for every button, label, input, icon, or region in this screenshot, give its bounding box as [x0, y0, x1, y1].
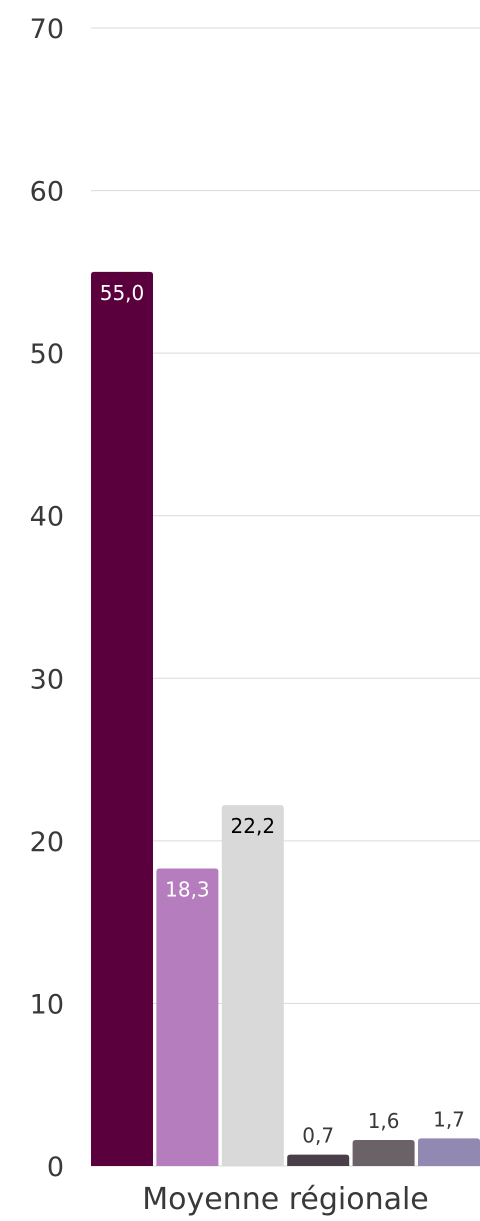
- bar-value-label: 1,7: [433, 1107, 465, 1131]
- gridlines: [91, 27, 480, 1004]
- y-tick-label: 30: [30, 664, 64, 695]
- y-tick-label: 20: [30, 827, 64, 858]
- y-axis: 0 10 20 30 40 50 60 70: [30, 14, 64, 1183]
- y-tick-label: 60: [30, 177, 64, 208]
- y-tick-label: 40: [30, 502, 64, 533]
- bar: [287, 1154, 350, 1166]
- bar-value-label: 0,7: [302, 1124, 334, 1148]
- bar-value-label: 55,0: [100, 281, 145, 305]
- bar: [352, 1139, 415, 1166]
- y-tick-label: 50: [30, 339, 64, 370]
- category-label: Moyenne régionale: [142, 1182, 429, 1217]
- y-tick-label: 10: [30, 989, 64, 1020]
- bars-group: [91, 271, 480, 1166]
- data-labels-group: 55,0 18,3 22,2 0,7 1,6 1,7: [100, 281, 465, 1148]
- bar-value-label: 18,3: [165, 877, 210, 901]
- bar: [91, 271, 153, 1166]
- bar-value-label: 1,6: [368, 1109, 400, 1133]
- bar: [156, 868, 219, 1166]
- y-tick-label: 0: [47, 1152, 64, 1183]
- bar-value-label: 22,2: [231, 814, 276, 838]
- bar: [418, 1138, 480, 1166]
- y-tick-label: 70: [30, 14, 64, 45]
- bar: [221, 805, 284, 1166]
